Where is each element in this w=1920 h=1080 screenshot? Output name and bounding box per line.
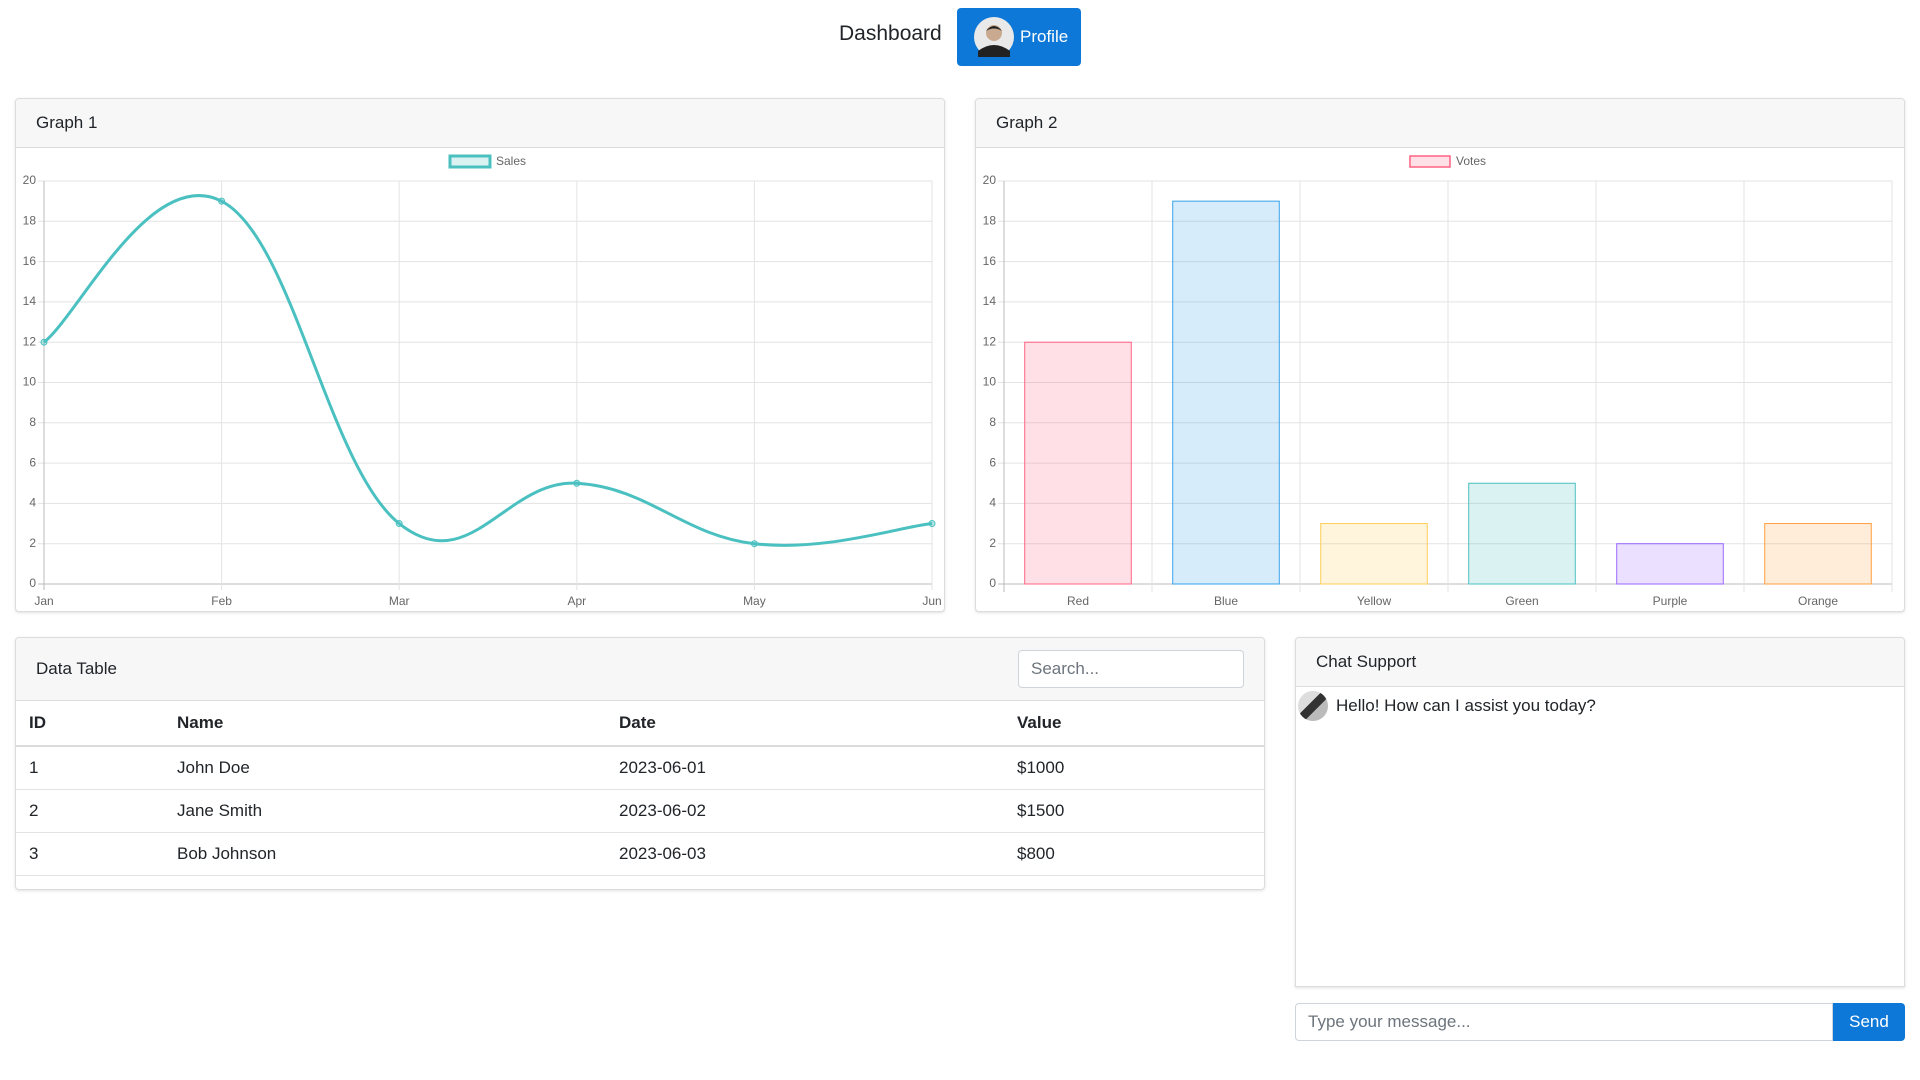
table-cell: 3	[16, 832, 164, 876]
y-tick-label: 0	[989, 576, 996, 590]
y-tick-label: 2	[989, 536, 996, 550]
bar	[1320, 523, 1428, 585]
bar	[1764, 523, 1872, 585]
bar	[1172, 200, 1280, 585]
legend-swatch	[448, 154, 492, 169]
chat-avatar	[1298, 691, 1328, 721]
chat-message-text: Hello! How can I assist you today?	[1336, 696, 1596, 715]
x-tick-label: Red	[1067, 594, 1089, 608]
profile-label: Profile	[1020, 27, 1069, 46]
x-tick-label: Jun	[922, 594, 941, 608]
y-tick-label: 14	[983, 294, 997, 308]
y-tick-label: 12	[23, 334, 37, 348]
x-tick-label: Blue	[1214, 594, 1238, 608]
bar	[1616, 543, 1724, 585]
table-cell: $1000	[1004, 746, 1264, 790]
line-point	[218, 197, 226, 205]
chat-input[interactable]	[1295, 1003, 1833, 1041]
legend-label: Votes	[1456, 154, 1486, 168]
y-tick-label: 4	[29, 496, 36, 510]
table-title: Data Table	[36, 659, 117, 678]
y-tick-label: 6	[989, 455, 996, 469]
y-tick-label: 0	[29, 576, 36, 590]
graph-title: Graph 1	[16, 99, 944, 148]
y-tick-label: 8	[29, 415, 36, 429]
line-point	[928, 520, 936, 528]
line-point	[750, 540, 758, 548]
table-cell: Bob Johnson	[164, 832, 606, 876]
table-cell: 2023-06-01	[606, 746, 1004, 790]
legend-swatch	[1409, 155, 1451, 168]
chat-message: Hello! How can I assist you today?	[1296, 691, 1904, 721]
graph-title: Graph 2	[976, 99, 1904, 148]
x-tick-label: Apr	[567, 594, 586, 608]
x-tick-label: Purple	[1653, 594, 1688, 608]
line-point	[40, 338, 48, 346]
chat-messages: Hello! How can I assist you today?	[1296, 687, 1904, 725]
send-button[interactable]: Send	[1833, 1003, 1905, 1041]
x-tick-label: Orange	[1798, 594, 1838, 608]
y-tick-label: 8	[989, 415, 996, 429]
y-tick-label: 2	[29, 536, 36, 550]
y-tick-label: 16	[983, 254, 997, 268]
column-header: ID	[16, 701, 164, 747]
y-tick-label: 14	[23, 294, 37, 308]
table-row: 1 John Doe 2023-06-01 $1000	[16, 746, 1264, 790]
table-cell: $1500	[1004, 789, 1264, 833]
line-point	[395, 520, 403, 528]
x-tick-label: May	[743, 594, 766, 608]
y-tick-label: 20	[983, 173, 997, 187]
y-tick-label: 12	[983, 334, 997, 348]
data-table: ID Name Date Value 1 John Doe 2023-06-01 $1000…	[16, 701, 1264, 876]
profile-button[interactable]: Profile	[957, 8, 1081, 66]
chat-title: Chat Support	[1296, 638, 1904, 687]
x-tick-label: Yellow	[1357, 594, 1392, 608]
x-tick-label: Jan	[34, 594, 53, 608]
table-cell: $800	[1004, 832, 1264, 876]
line-point	[573, 479, 581, 487]
legend-label: Sales	[496, 154, 526, 168]
y-tick-label: 18	[23, 213, 37, 227]
table-cell: 2023-06-02	[606, 789, 1004, 833]
chart: Votes 0 2 4 6 8 10 12 14 16 18 20 Red Blue Yellow Green…	[983, 154, 1893, 608]
table-cell: John Doe	[164, 746, 606, 790]
table-row: 2 Jane Smith 2023-06-02 $1500	[16, 789, 1264, 833]
table-cell: Jane Smith	[164, 789, 606, 833]
table-cell: 2	[16, 789, 164, 833]
column-header: Date	[606, 701, 1004, 747]
y-tick-label: 20	[23, 173, 37, 187]
chat-card: Chat Support Hello! How can I assist you…	[1295, 637, 1905, 987]
table-header: Data Table	[16, 638, 1264, 701]
x-tick-label: Mar	[389, 594, 410, 608]
column-header: Name	[164, 701, 606, 747]
y-tick-label: 10	[23, 375, 37, 389]
avatar	[974, 17, 1014, 57]
table-cell: 2023-06-03	[606, 832, 1004, 876]
y-tick-label: 10	[983, 375, 997, 389]
line-series	[43, 194, 933, 547]
chart: Sales 0 2 4 6 8 10 12 14 16 18 20 Jan Feb Mar Apr May Jun	[23, 154, 942, 608]
search-input[interactable]	[1018, 650, 1244, 688]
x-tick-label: Feb	[211, 594, 232, 608]
bar	[1024, 341, 1132, 585]
bar	[1468, 482, 1576, 585]
graph-card: Graph 1 Sales 0 2 4 6 8 10 12 14 16 18 20 Jan Feb Mar A…	[15, 98, 945, 612]
table-head-row: ID Name Date Value	[16, 701, 1264, 747]
x-tick-label: Green	[1505, 594, 1538, 608]
y-tick-label: 18	[983, 213, 997, 227]
y-tick-label: 4	[989, 496, 996, 510]
y-tick-label: 16	[23, 254, 37, 268]
page-title: Dashboard	[839, 22, 942, 45]
table-cell: 1	[16, 746, 164, 790]
y-tick-label: 6	[29, 455, 36, 469]
column-header: Value	[1004, 701, 1264, 747]
graph-card: Graph 2 Votes 0 2 4 6 8 10 12 14 16 18 20 Red Blue Yel…	[975, 98, 1905, 612]
table-row: 3 Bob Johnson 2023-06-03 $800	[16, 832, 1264, 876]
